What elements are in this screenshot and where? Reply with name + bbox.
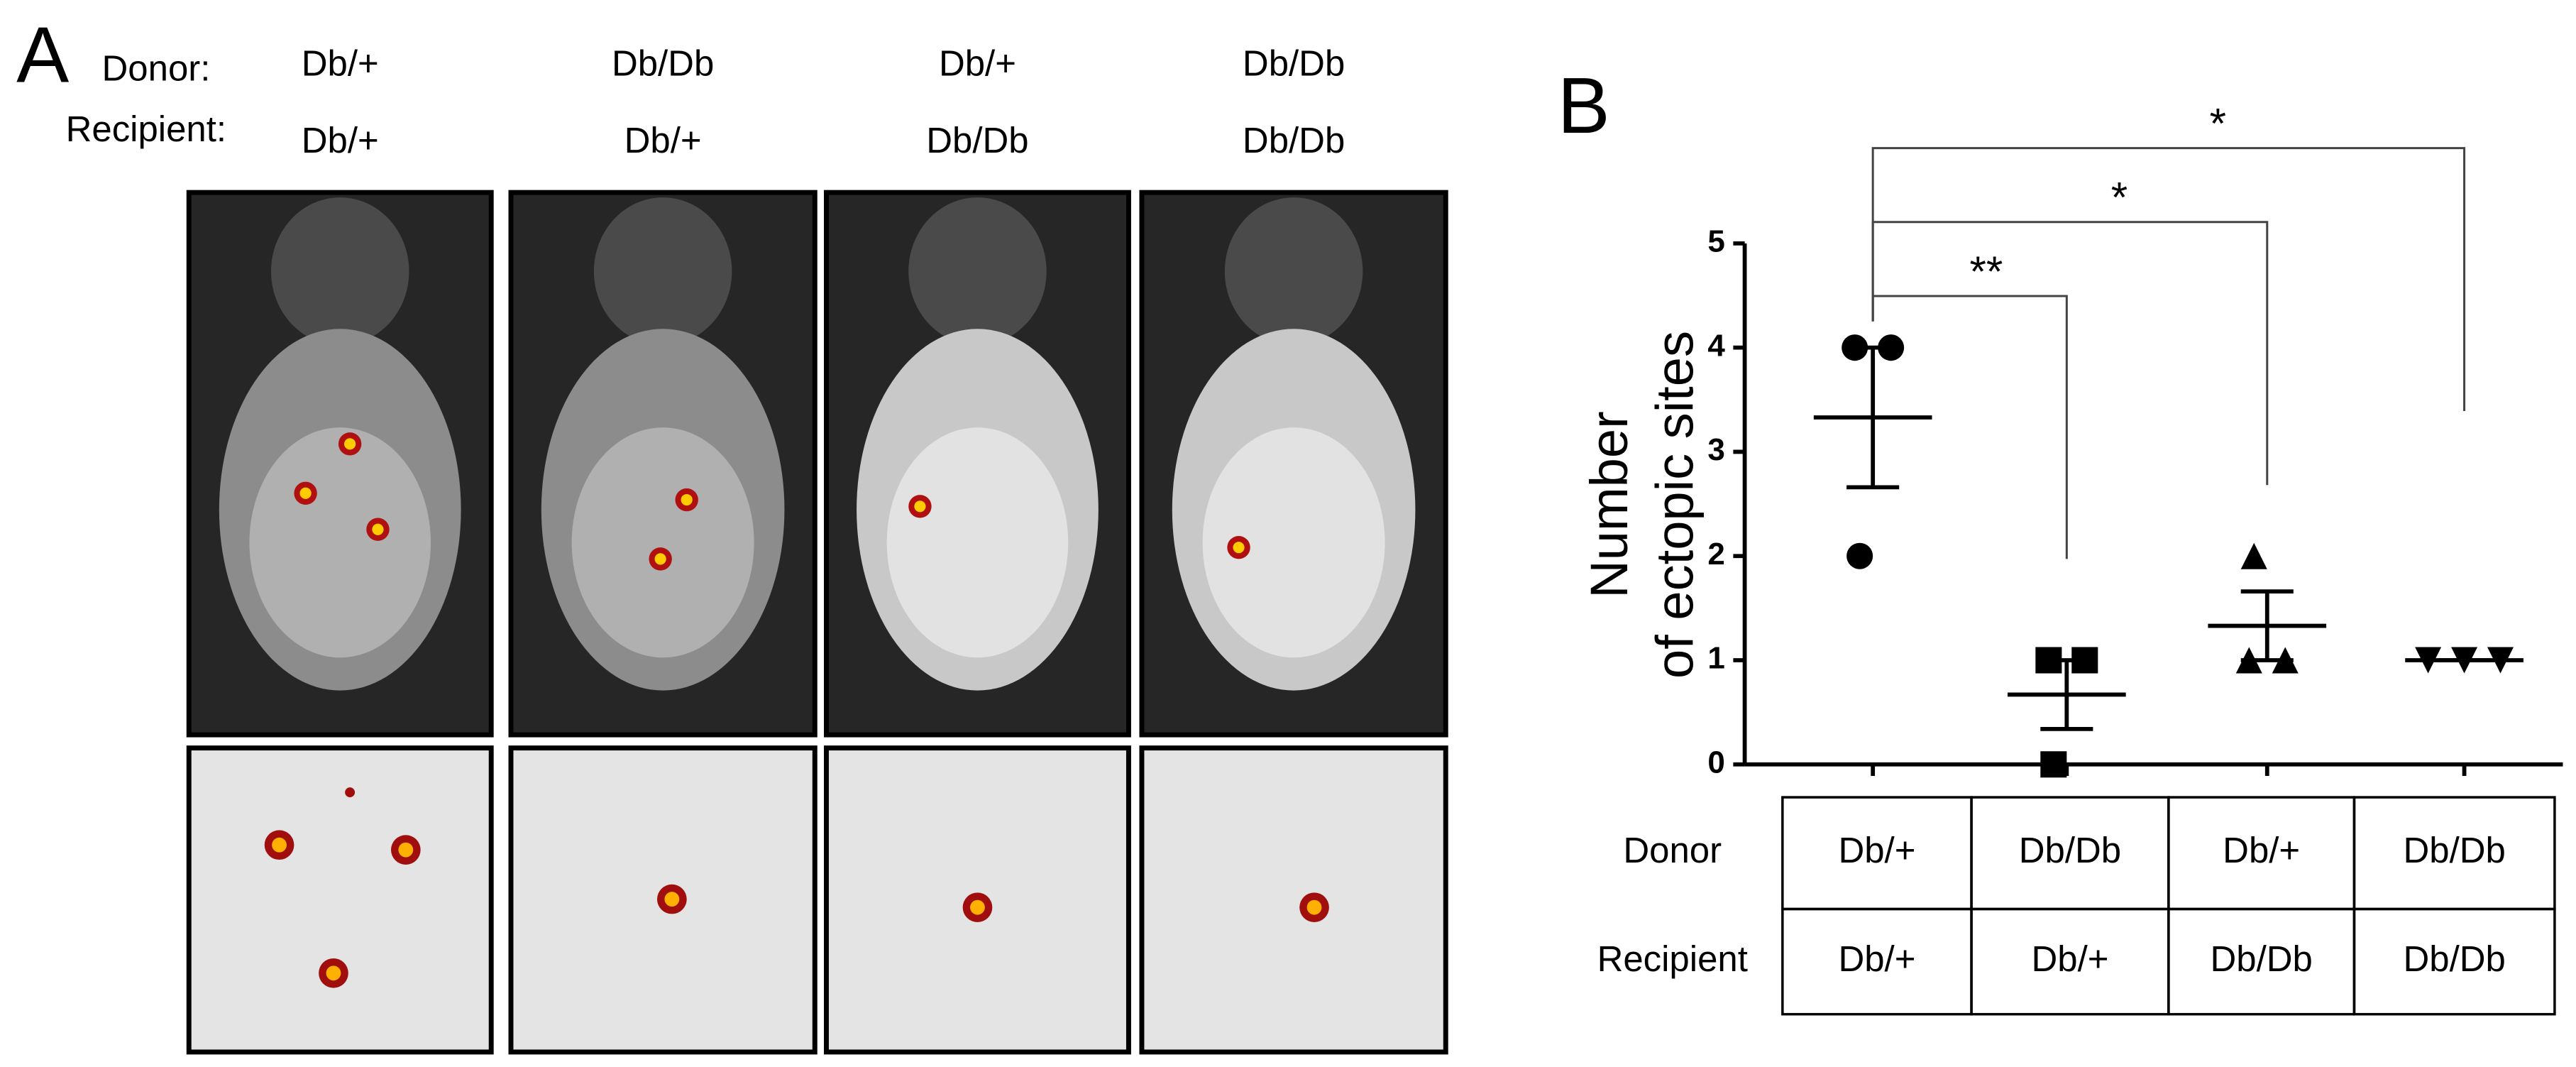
significance-bracket <box>1871 147 2466 412</box>
data-point <box>1846 542 1873 569</box>
signal-core <box>654 553 666 565</box>
donor-label: Db/+ <box>939 43 1016 83</box>
cell-text: Db/+ <box>1838 939 1915 979</box>
error-bar <box>1846 345 1900 490</box>
error-bar <box>2040 658 2093 731</box>
y-tick-label: 1 <box>1707 641 1724 676</box>
signal-core <box>1306 899 1322 915</box>
donor-label: Db/Db <box>612 43 714 83</box>
cell-text: Db/Db <box>2404 939 2506 979</box>
recipient-label: Db/Db <box>926 120 1028 160</box>
mouse-abdomen <box>571 427 754 658</box>
recipient-label: Db/Db <box>1243 120 1345 160</box>
panel-label: B <box>1558 61 1610 150</box>
recipient-heading: Recipient: <box>66 109 226 149</box>
cell-text: Db/+ <box>2223 830 2300 870</box>
signal-core <box>372 523 384 535</box>
y-axis-label: of ectopic sites <box>1646 331 1705 679</box>
signal-spot <box>345 787 356 798</box>
signal-core <box>326 965 341 981</box>
cell-text: Db/+ <box>2031 939 2108 979</box>
cell-text: Db/Db <box>2210 939 2312 979</box>
cell-text: Db/Db <box>2404 830 2506 870</box>
mouse-abdomen <box>1202 427 1385 658</box>
table-cell <box>2352 907 2556 1016</box>
y-tick-label: 2 <box>1707 537 1724 571</box>
mouse-head <box>270 197 409 346</box>
mouse-abdomen <box>249 427 431 658</box>
data-point <box>2240 542 2267 569</box>
significance-label: * <box>2111 174 2128 221</box>
y-axis-label: Number <box>1580 411 1639 598</box>
significance-bracket <box>1871 295 2068 559</box>
y-tick-label: 0 <box>1707 745 1724 779</box>
donor-heading: Donor: <box>102 48 211 88</box>
signal-core <box>914 500 926 513</box>
row-label: Donor <box>1623 830 1722 870</box>
signal-core <box>272 837 287 853</box>
donor-label: Db/Db <box>1243 43 1345 83</box>
donor-label: Db/+ <box>302 43 379 83</box>
signal-core <box>970 899 985 915</box>
mouse-head <box>593 197 732 346</box>
data-point <box>2040 751 2067 778</box>
panel-label: A <box>16 10 69 99</box>
signal-core <box>664 892 680 907</box>
row-label: Recipient <box>1597 939 1748 979</box>
ex-vivo-frame <box>1139 745 1448 1055</box>
y-tick-label: 4 <box>1707 328 1725 363</box>
mouse-abdomen <box>886 427 1069 658</box>
recipient-label: Db/+ <box>624 120 702 160</box>
error-bar <box>2240 589 2294 662</box>
signal-core <box>398 842 414 858</box>
significance-bracket <box>1871 221 2269 486</box>
mouse-head <box>908 197 1047 346</box>
signal-core <box>344 438 356 450</box>
significance-label: ** <box>1969 248 2003 295</box>
mouse-head <box>1224 197 1363 346</box>
y-tick-label: 3 <box>1707 432 1724 467</box>
recipient-label: Db/+ <box>302 120 379 160</box>
significance-label: * <box>2210 99 2226 147</box>
cell-text: Db/Db <box>2019 830 2121 870</box>
signal-core <box>299 487 312 499</box>
y-tick-label: 5 <box>1707 224 1724 259</box>
ex-vivo-frame <box>186 745 494 1055</box>
signal-core <box>681 493 693 506</box>
signal-core <box>1233 542 1245 554</box>
cell-text: Db/+ <box>1838 830 1915 870</box>
